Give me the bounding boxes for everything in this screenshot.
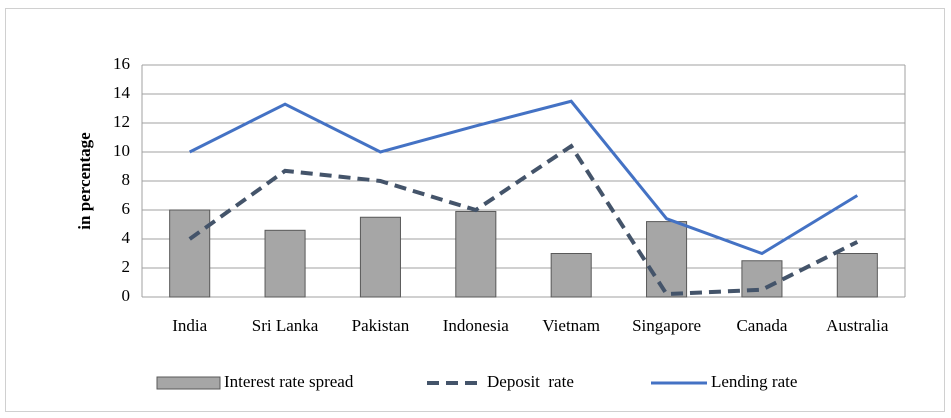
legend-label: Deposit rate xyxy=(487,372,574,391)
x-tick-label: Indonesia xyxy=(443,316,510,335)
x-tick-label: Vietnam xyxy=(542,316,600,335)
y-tick-label: 16 xyxy=(113,54,130,73)
bar xyxy=(264,229,306,298)
y-tick-label: 6 xyxy=(122,199,131,218)
x-tick-label: Singapore xyxy=(632,316,701,335)
y-axis-label: in percentage xyxy=(75,132,94,230)
bar xyxy=(455,210,497,298)
x-tick-label: India xyxy=(172,316,207,335)
bar xyxy=(550,253,592,298)
bar xyxy=(646,221,688,298)
y-tick-label: 12 xyxy=(113,112,130,131)
line xyxy=(188,143,859,297)
y-tick-label: 14 xyxy=(113,83,131,102)
bar xyxy=(836,253,878,298)
y-tick-label: 2 xyxy=(122,257,131,276)
legend-swatch xyxy=(156,376,221,390)
bar xyxy=(359,216,401,298)
x-tick-label: Sri Lanka xyxy=(252,316,319,335)
x-tick-label: Pakistan xyxy=(352,316,410,335)
y-tick-label: 8 xyxy=(122,170,131,189)
y-tick-label: 0 xyxy=(122,286,131,305)
line xyxy=(189,99,859,256)
legend-label: Lending rate xyxy=(711,372,797,391)
x-tick-label: Canada xyxy=(736,316,787,335)
legend-label: Interest rate spread xyxy=(224,372,354,391)
bar xyxy=(169,209,211,298)
y-tick-label: 4 xyxy=(122,228,131,247)
y-tick-label: 10 xyxy=(113,141,130,160)
x-tick-label: Australia xyxy=(826,316,889,335)
